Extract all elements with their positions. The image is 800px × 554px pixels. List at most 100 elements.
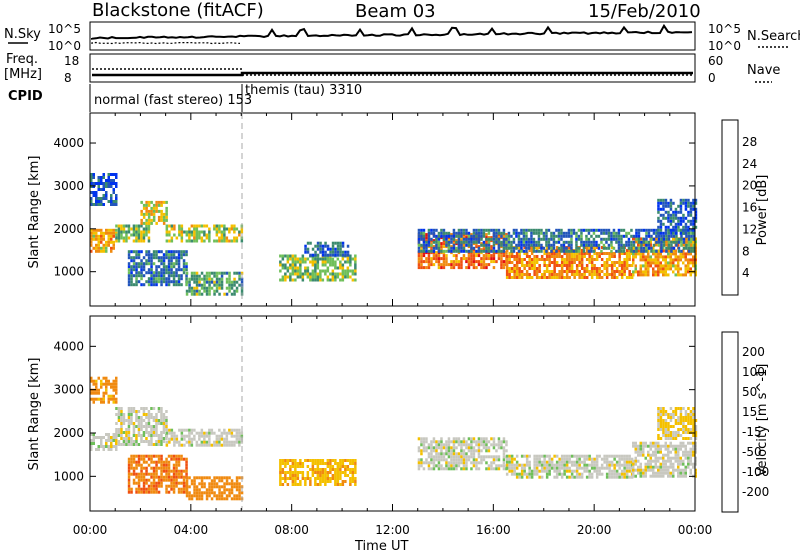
power-cell (555, 252, 559, 255)
power-cell (417, 243, 421, 247)
power-cell (684, 228, 688, 232)
velocity-cell (142, 490, 146, 494)
power-cell (659, 207, 663, 211)
power-cell (198, 230, 201, 234)
power-cell (180, 233, 184, 237)
velocity-cell (301, 465, 305, 468)
velocity-cell (692, 434, 695, 437)
power-cell (220, 224, 224, 228)
power-cell (432, 234, 436, 238)
velocity-cell (430, 440, 433, 444)
velocity-cell (165, 469, 168, 473)
power-cell (573, 276, 576, 279)
power-cell (447, 240, 451, 244)
power-cell (344, 269, 347, 273)
power-cell (652, 261, 655, 265)
power-cell (462, 237, 466, 241)
velocity-cell (535, 454, 539, 458)
velocity-cell (672, 413, 675, 416)
power-cell (595, 246, 599, 249)
velocity-cell (122, 437, 126, 440)
power-cell (630, 246, 633, 250)
power-cell (562, 234, 566, 238)
velocity-cell (140, 428, 143, 431)
power-cell (497, 249, 501, 253)
power-cell (432, 249, 436, 253)
power-cell (540, 249, 543, 253)
power-cell (198, 280, 201, 284)
power-cell (210, 271, 214, 275)
power-cell (457, 228, 461, 232)
power-cell (299, 275, 302, 279)
power-cell (326, 278, 330, 282)
velocity-cell (669, 459, 672, 463)
velocity-cell (664, 465, 667, 469)
power-cell (677, 264, 680, 268)
power-cell (190, 274, 194, 278)
velocity-cell (351, 474, 355, 477)
velocity-cell (523, 463, 526, 467)
power-cell (331, 247, 335, 251)
power-cell (628, 255, 631, 258)
velocity-colorbar-tick: 100 (742, 365, 765, 379)
velocity-cell (460, 440, 463, 444)
velocity-cell (632, 459, 635, 463)
velocity-cell (573, 475, 576, 479)
power-cell (100, 188, 103, 191)
velocity-cell (497, 467, 501, 471)
power-cell (557, 228, 561, 232)
power-cell (618, 258, 621, 261)
power-cell (319, 257, 322, 261)
power-cell (417, 260, 421, 264)
velocity-cell (689, 447, 692, 451)
velocity-cell (306, 465, 310, 468)
power-cell (334, 278, 337, 282)
velocity-cell (475, 443, 478, 447)
power-cell (517, 237, 521, 241)
power-cell (291, 254, 295, 258)
velocity-cell (674, 437, 678, 440)
power-cell (455, 246, 458, 250)
power-cell (314, 278, 317, 282)
velocity-cell (677, 471, 680, 475)
power-cell (301, 278, 305, 282)
power-cell (105, 182, 108, 185)
velocity-cell (92, 433, 95, 436)
power-cell (450, 233, 453, 237)
velocity-cell (235, 485, 239, 489)
velocity-cell (188, 476, 191, 480)
power-cell (208, 283, 211, 287)
power-cell (679, 252, 682, 256)
power-cell (515, 228, 518, 232)
power-cell (657, 270, 660, 274)
velocity-cell (452, 437, 456, 441)
power-cell (677, 261, 680, 265)
power-cell (132, 256, 136, 260)
power-cell (240, 239, 244, 243)
power-cell (477, 231, 481, 235)
power-cell (177, 265, 181, 269)
power-cell (694, 219, 698, 223)
velocity-cell (487, 440, 491, 444)
velocity-cell (125, 431, 128, 434)
velocity-cell (435, 440, 438, 444)
power-cell (430, 231, 433, 235)
power-cell (208, 230, 211, 234)
velocity-cell (165, 431, 169, 435)
power-cell (553, 249, 556, 252)
power-cell (662, 255, 665, 259)
power-cell (177, 256, 181, 260)
velocity-cell (125, 440, 128, 443)
velocity-cell (351, 471, 355, 474)
velocity-cell (543, 460, 546, 464)
power-cell (215, 224, 219, 228)
power-cell (329, 263, 332, 267)
power-cell (233, 236, 236, 240)
power-cell (344, 253, 347, 257)
velocity-cell (140, 437, 143, 440)
power-cell (618, 264, 621, 267)
power-cell (694, 210, 698, 214)
velocity-cell (570, 463, 574, 467)
velocity-cell (437, 458, 441, 462)
power-cell (351, 278, 355, 282)
